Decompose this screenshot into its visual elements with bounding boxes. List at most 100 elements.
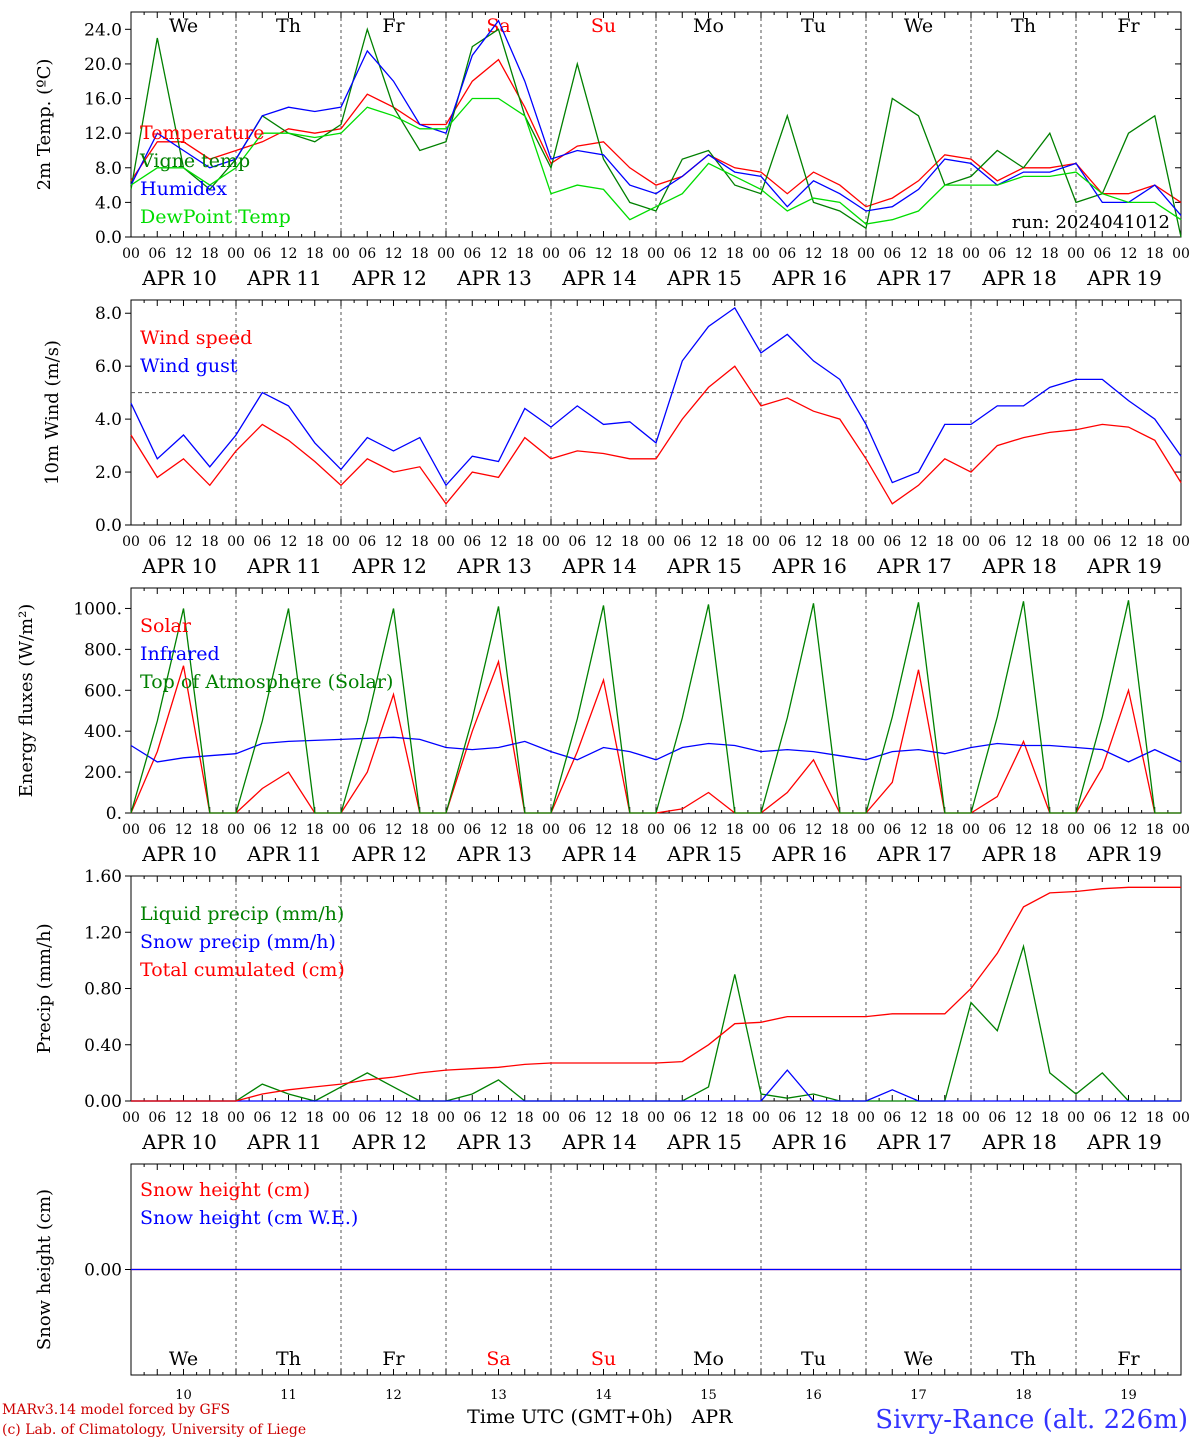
hour-tick-label: 18 — [1041, 246, 1059, 262]
y-tick-label: 800. — [84, 640, 122, 660]
hour-tick-label: 12 — [385, 822, 403, 838]
y-tick-label: 0.40 — [84, 1036, 122, 1056]
hour-tick-label: 06 — [148, 534, 166, 550]
weekday-label: Su — [591, 1348, 616, 1370]
hour-tick-label: 00 — [227, 1110, 245, 1126]
footer: Time UTC (GMT+0h) APR MARv3.14 model for… — [2, 1402, 1188, 1438]
hour-tick-label: 00 — [1067, 534, 1085, 550]
panel-3: 0. 200. 400. 600. 800. 1000. Energy fluxes (W/… — [16, 587, 1190, 866]
hour-tick-label: 06 — [568, 1110, 586, 1126]
legend-humidex: Humidex — [140, 178, 227, 200]
hour-tick-label: 00 — [437, 1110, 455, 1126]
legend-total_cum: Total cumulated (cm) — [140, 959, 345, 981]
hour-tick-label: 06 — [883, 246, 901, 262]
y-axis-label: Snow height (cm) — [34, 1189, 55, 1350]
hour-tick-label: 00 — [437, 822, 455, 838]
hour-tick-label: 00 — [227, 534, 245, 550]
hour-tick-label: 06 — [1093, 246, 1111, 262]
date-label: APR 13 — [456, 1130, 532, 1154]
hour-tick-label: 06 — [1093, 1110, 1111, 1126]
hour-tick-label: 12 — [280, 822, 298, 838]
hour-tick-label: 00 — [227, 822, 245, 838]
weekday-label: Fr — [1117, 1348, 1140, 1370]
hour-tick-label: 12 — [175, 246, 193, 262]
hour-tick-label: 00 — [332, 1110, 350, 1126]
hour-tick-label: 06 — [358, 534, 376, 550]
hour-tick-label: 00 — [1172, 534, 1190, 550]
hour-tick-label: 06 — [1093, 822, 1111, 838]
hour-tick-label: 12 — [1015, 246, 1033, 262]
hour-tick-label: 18 — [411, 1110, 429, 1126]
hour-tick-label: 00 — [857, 534, 875, 550]
run-annotation: run: 2024041012 — [1012, 212, 1170, 233]
hour-tick-label: 18 — [621, 534, 639, 550]
hour-tick-label: 00 — [647, 822, 665, 838]
hour-tick-label: 12 — [175, 1110, 193, 1126]
date-label: APR 14 — [561, 1130, 637, 1154]
y-tick-label: 1.20 — [84, 923, 122, 943]
y-tick-label: 1000. — [73, 599, 122, 619]
hour-tick-label: 18 — [726, 1110, 744, 1126]
hour-tick-label: 06 — [673, 246, 691, 262]
hour-tick-label: 06 — [148, 246, 166, 262]
hour-tick-label: 18 — [516, 246, 534, 262]
day-number-label: 11 — [280, 1388, 297, 1403]
hour-tick-label: 00 — [1172, 1110, 1190, 1126]
y-tick-label: 0. — [106, 804, 122, 824]
date-label: APR 17 — [876, 1130, 952, 1154]
hour-tick-label: 12 — [385, 246, 403, 262]
hour-tick-label: 06 — [358, 1110, 376, 1126]
hour-tick-label: 12 — [280, 246, 298, 262]
weekday-label: Th — [276, 15, 301, 37]
legend-liquid: Liquid precip (mm/h) — [140, 903, 344, 925]
y-tick-label: 8.0 — [95, 304, 122, 324]
panel-2: 0.0 2.0 4.0 6.0 8.0 10m Wind (m/s) 00 06 12 18 APR… — [42, 299, 1190, 578]
hour-tick-label: 12 — [700, 246, 718, 262]
y-tick-label: 2.0 — [95, 463, 122, 483]
time-axis-label: Time UTC (GMT+0h) — [467, 1406, 673, 1428]
weekday-label: We — [904, 1348, 933, 1370]
legend-dewpoint: DewPoint Temp — [140, 206, 291, 228]
hour-tick-label: 06 — [673, 534, 691, 550]
hour-tick-label: 06 — [673, 1110, 691, 1126]
date-label: APR 14 — [561, 266, 637, 290]
date-label: APR 11 — [246, 266, 322, 290]
month-label: APR — [691, 1406, 734, 1428]
hour-tick-label: 00 — [542, 822, 560, 838]
hour-tick-label: 18 — [621, 246, 639, 262]
hour-tick-label: 06 — [778, 534, 796, 550]
meteogram-panels: 0.0 4.0 8.0 12.0 16.0 20.0 24.0 2m Temp. (ºC) 00… — [16, 11, 1190, 1403]
hour-tick-label: 18 — [201, 246, 219, 262]
hour-tick-label: 00 — [122, 534, 140, 550]
y-tick-label: 400. — [84, 722, 122, 742]
y-tick-label: 20.0 — [84, 55, 122, 75]
hour-tick-label: 18 — [516, 534, 534, 550]
hour-tick-label: 18 — [1041, 822, 1059, 838]
hour-tick-label: 00 — [542, 246, 560, 262]
y-axis-label: 2m Temp. (ºC) — [34, 59, 55, 191]
hour-tick-label: 18 — [936, 246, 954, 262]
hour-tick-label: 00 — [227, 246, 245, 262]
hour-tick-label: 12 — [280, 1110, 298, 1126]
date-label: APR 10 — [141, 266, 217, 290]
day-number-label: 10 — [175, 1388, 192, 1403]
hour-tick-label: 12 — [1120, 246, 1138, 262]
hour-tick-label: 18 — [1146, 1110, 1164, 1126]
y-tick-label: 0.80 — [84, 980, 122, 1000]
date-label: APR 11 — [246, 554, 322, 578]
hour-tick-label: 12 — [1015, 534, 1033, 550]
hour-tick-label: 12 — [595, 1110, 613, 1126]
date-label: APR 11 — [246, 842, 322, 866]
date-label: APR 14 — [561, 554, 637, 578]
hour-tick-label: 06 — [253, 1110, 271, 1126]
hour-tick-label: 18 — [411, 534, 429, 550]
hour-tick-label: 12 — [910, 1110, 928, 1126]
hour-tick-label: 12 — [910, 246, 928, 262]
series-dewpoint — [130, 97, 1182, 225]
weekday-label: Tu — [801, 15, 826, 37]
series-wind_gust — [130, 306, 1182, 487]
hour-tick-label: 00 — [962, 246, 980, 262]
date-label: APR 16 — [771, 842, 847, 866]
day-number-label: 15 — [700, 1388, 717, 1403]
weekday-label: Tu — [801, 1348, 826, 1370]
